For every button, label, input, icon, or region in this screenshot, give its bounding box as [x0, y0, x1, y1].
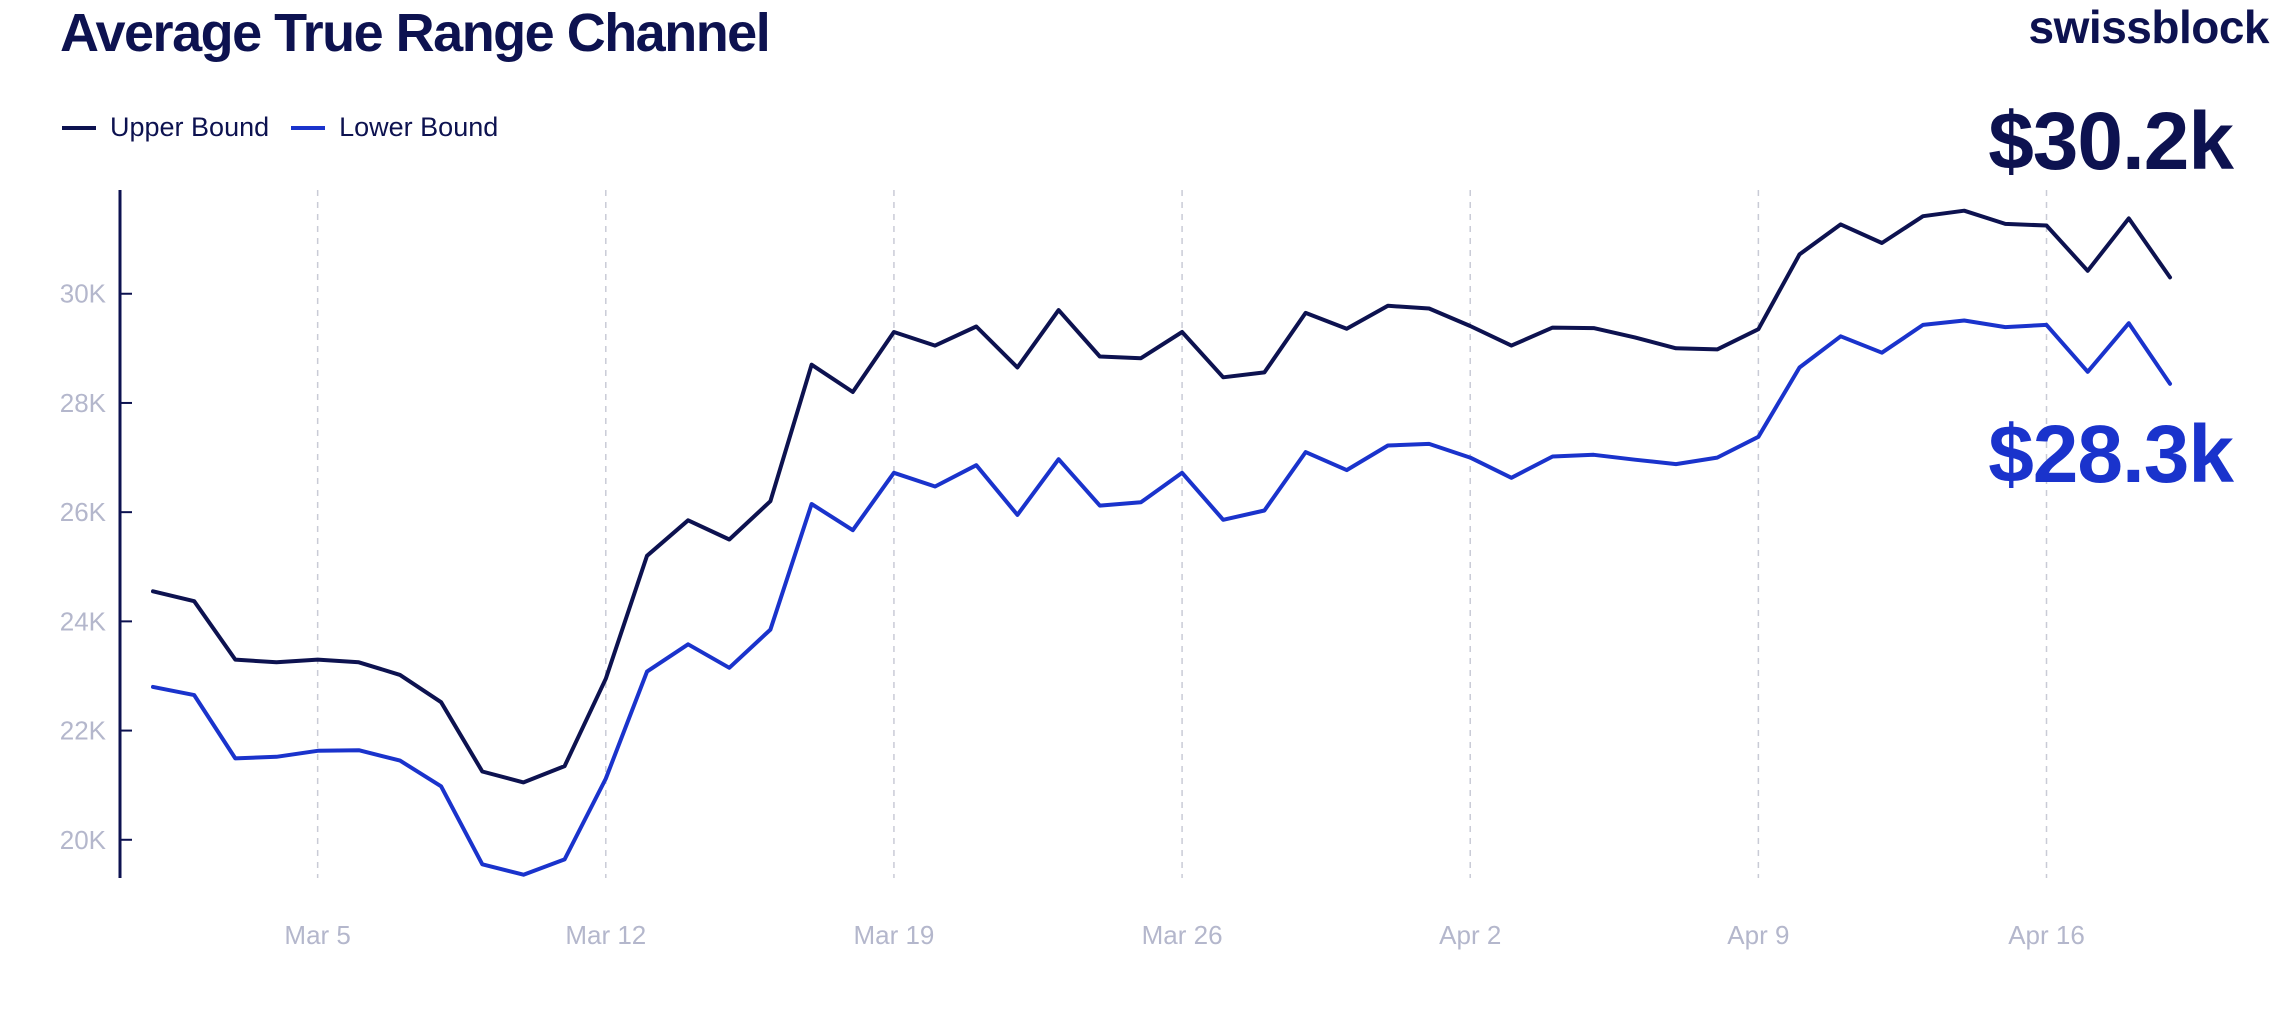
x-tick-label: Apr 16 — [2008, 920, 2085, 950]
x-tick-label: Mar 26 — [1142, 920, 1223, 950]
chart-legend: Upper Bound Lower Bound — [62, 112, 520, 143]
x-tick-label: Apr 2 — [1439, 920, 1501, 950]
upper-bound-line — [151, 208, 2172, 785]
legend-label-upper: Upper Bound — [110, 112, 270, 142]
chart-title: Average True Range Channel — [60, 3, 771, 63]
x-tick-label: Mar 12 — [565, 920, 646, 950]
legend-swatch-lower — [291, 125, 326, 130]
x-tick-label: Apr 9 — [1727, 920, 1789, 950]
y-tick-label: 28K — [60, 388, 107, 418]
legend-swatch-upper — [62, 125, 96, 130]
lower-bound-line — [151, 318, 2172, 877]
y-tick-label: 24K — [60, 606, 107, 636]
brand-logo: swissblock — [2028, 1, 2270, 53]
upper-bound-callout: $30.2k — [1988, 96, 2234, 187]
x-tick-label: Mar 5 — [284, 920, 350, 950]
legend-item-lower: Lower Bound — [291, 112, 498, 143]
y-tick-label: 26K — [60, 497, 107, 527]
lower-bound-callout: $28.3k — [1988, 409, 2234, 500]
y-tick-label: 30K — [60, 279, 107, 309]
legend-label-lower: Lower Bound — [339, 112, 499, 142]
y-tick-label: 20K — [60, 825, 107, 855]
legend-item-upper: Upper Bound — [62, 112, 269, 143]
x-tick-label: Mar 19 — [853, 920, 934, 950]
y-tick-label: 22K — [60, 716, 107, 746]
